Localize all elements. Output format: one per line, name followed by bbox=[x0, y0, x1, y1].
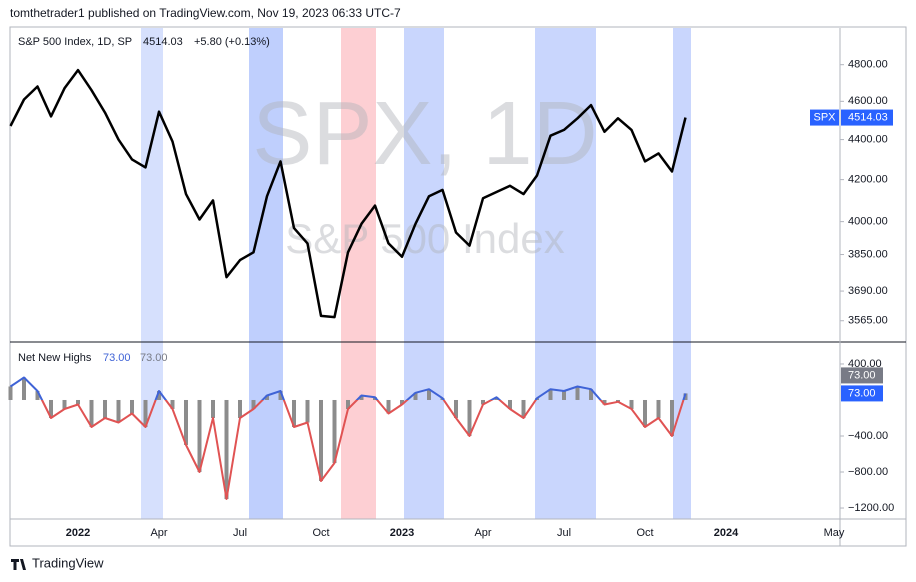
histogram-bar bbox=[265, 395, 269, 400]
x-tick-label: Oct bbox=[312, 527, 329, 539]
indicator-line bbox=[9, 376, 687, 500]
histogram-bar bbox=[49, 399, 53, 418]
band bbox=[673, 28, 691, 519]
histogram-bar bbox=[170, 399, 175, 409]
tag-box bbox=[841, 367, 883, 384]
indicator-legend-value: 73.00 bbox=[140, 352, 168, 364]
histogram-bar bbox=[359, 395, 364, 400]
histogram-bar bbox=[224, 399, 229, 500]
tag-box bbox=[841, 385, 883, 402]
histogram-bar bbox=[454, 399, 458, 418]
histogram-bar bbox=[319, 399, 323, 482]
histogram-bar bbox=[35, 390, 40, 400]
legend-change: +5.80 (+0.13%) bbox=[194, 36, 270, 48]
y-tick-label: 3690.00 bbox=[848, 285, 888, 297]
x-tick-label: Apr bbox=[150, 527, 167, 539]
histogram-bar bbox=[467, 399, 472, 436]
tag-value: 73.00 bbox=[848, 369, 876, 381]
y-tick-label: −400.00 bbox=[848, 430, 888, 442]
x-tick-label: Apr bbox=[474, 527, 491, 539]
x-tick-label: Jul bbox=[233, 527, 247, 539]
histogram-bar bbox=[130, 399, 134, 414]
y-tick-label: 400.00 bbox=[848, 358, 882, 370]
y-tick-label: −1200.00 bbox=[848, 502, 894, 514]
legend-price: 4514.03 bbox=[143, 36, 183, 48]
y-tick-label: 4800.00 bbox=[848, 59, 888, 71]
histogram-bar bbox=[643, 399, 647, 427]
histogram-bar bbox=[278, 390, 283, 400]
x-tick-label: Jul bbox=[557, 527, 571, 539]
histogram-bar bbox=[427, 389, 431, 400]
x-tick-label: 2024 bbox=[714, 527, 739, 539]
histogram-bar bbox=[157, 390, 161, 400]
footer-brand: TradingView bbox=[32, 555, 104, 570]
histogram-bar bbox=[575, 386, 580, 400]
band bbox=[249, 28, 283, 519]
histogram-bar bbox=[589, 389, 593, 400]
histogram-bar bbox=[656, 399, 661, 418]
histogram-bar bbox=[197, 399, 202, 473]
histogram-bar bbox=[89, 399, 94, 427]
histogram-bar bbox=[116, 399, 121, 423]
band bbox=[341, 28, 376, 519]
histogram-bar bbox=[346, 399, 350, 409]
histogram-bar bbox=[292, 399, 296, 427]
legend-symbol: S&P 500 Index, 1D, SP bbox=[18, 36, 132, 48]
histogram-bar bbox=[211, 399, 215, 418]
price-tag-symbol: SPX bbox=[813, 111, 836, 123]
indicator-legend-name: Net New Highs bbox=[18, 352, 92, 364]
histogram-bar bbox=[481, 399, 485, 405]
y-tick-label: −800.00 bbox=[848, 466, 888, 478]
histogram-bar bbox=[386, 399, 391, 414]
histogram-bar bbox=[508, 399, 512, 409]
x-tick-label: 2022 bbox=[66, 527, 90, 539]
y-tick-label: 4200.00 bbox=[848, 174, 888, 186]
x-tick-label: 2023 bbox=[390, 527, 414, 539]
histogram-bar bbox=[332, 399, 337, 464]
watermark: SPX, 1D bbox=[252, 84, 597, 184]
histogram-bar bbox=[400, 399, 404, 405]
indicator-legend-value: 73.00 bbox=[103, 352, 131, 364]
y-tick-label: 4400.00 bbox=[848, 133, 888, 145]
y-tick-label: 3850.00 bbox=[848, 248, 888, 260]
histogram-bar bbox=[238, 399, 242, 418]
histogram-bar bbox=[22, 377, 26, 400]
histogram-bar bbox=[251, 399, 256, 409]
price-tag-value: 4514.03 bbox=[848, 111, 888, 123]
histogram-bar bbox=[521, 399, 526, 418]
watermark-subtitle: S&P 500 Index bbox=[285, 215, 564, 262]
histogram-bar bbox=[602, 399, 607, 405]
publisher: tomthetrader1 published on TradingView.c… bbox=[10, 6, 401, 20]
histogram-bar bbox=[548, 389, 553, 400]
histogram-bar bbox=[494, 397, 499, 400]
histogram-bar bbox=[62, 399, 67, 409]
y-tick-label: 3565.00 bbox=[848, 315, 888, 327]
band bbox=[141, 28, 163, 519]
histogram-bar bbox=[143, 399, 148, 427]
x-tick-label: Oct bbox=[636, 527, 653, 539]
y-tick-label: 4600.00 bbox=[848, 95, 888, 107]
price-tag-symbol-box bbox=[810, 109, 839, 126]
histogram-bar bbox=[103, 399, 107, 418]
histogram-bar bbox=[76, 399, 80, 405]
price-tag-box bbox=[841, 109, 893, 126]
x-tick-label: May bbox=[824, 527, 845, 539]
y-tick-label: 4000.00 bbox=[848, 216, 888, 228]
histogram-bar bbox=[670, 399, 674, 436]
band bbox=[404, 28, 444, 519]
histogram-bar bbox=[629, 399, 634, 409]
price-line bbox=[9, 68, 687, 319]
footer-logo bbox=[11, 559, 26, 570]
histogram-bar bbox=[562, 390, 566, 400]
frame bbox=[9, 26, 907, 547]
histogram-bar bbox=[413, 392, 418, 400]
histogram-bar bbox=[8, 386, 13, 400]
histogram-bar bbox=[305, 399, 310, 423]
tag-value: 73.00 bbox=[848, 387, 876, 399]
histogram-bar bbox=[184, 399, 188, 445]
